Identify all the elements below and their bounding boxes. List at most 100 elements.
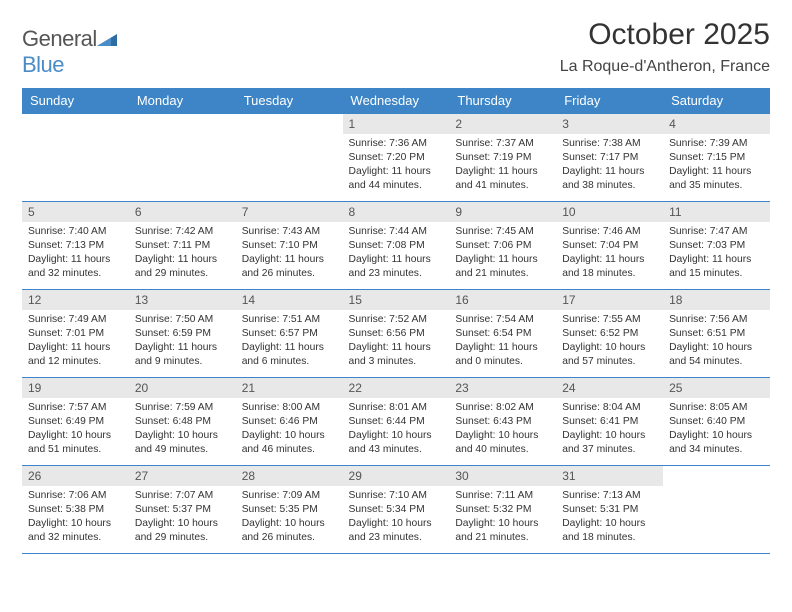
day-details: Sunrise: 7:13 AMSunset: 5:31 PMDaylight:… bbox=[562, 489, 657, 545]
weekday-header: Thursday bbox=[449, 88, 556, 114]
day-details: Sunrise: 7:43 AMSunset: 7:10 PMDaylight:… bbox=[242, 225, 337, 281]
day-number: 31 bbox=[556, 466, 663, 486]
calendar-cell: 30 Sunrise: 7:11 AMSunset: 5:32 PMDayligh… bbox=[449, 466, 556, 554]
day-number: 25 bbox=[663, 378, 770, 398]
calendar-cell: 4 Sunrise: 7:39 AMSunset: 7:15 PMDaylight… bbox=[663, 114, 770, 202]
calendar-cell: 21 Sunrise: 8:00 AMSunset: 6:46 PMDayligh… bbox=[236, 378, 343, 466]
day-details: Sunrise: 7:09 AMSunset: 5:35 PMDaylight:… bbox=[242, 489, 337, 545]
day-number: 10 bbox=[556, 202, 663, 222]
day-number: 9 bbox=[449, 202, 556, 222]
logo-triangle-icon bbox=[97, 26, 117, 52]
calendar-cell bbox=[129, 114, 236, 202]
calendar-cell: 31 Sunrise: 7:13 AMSunset: 5:31 PMDayligh… bbox=[556, 466, 663, 554]
day-details: Sunrise: 7:55 AMSunset: 6:52 PMDaylight:… bbox=[562, 313, 657, 369]
day-details: Sunrise: 7:38 AMSunset: 7:17 PMDaylight:… bbox=[562, 137, 657, 193]
logo-text: General Blue bbox=[22, 26, 117, 78]
day-details: Sunrise: 7:39 AMSunset: 7:15 PMDaylight:… bbox=[669, 137, 764, 193]
day-details: Sunrise: 7:54 AMSunset: 6:54 PMDaylight:… bbox=[455, 313, 550, 369]
day-number: 30 bbox=[449, 466, 556, 486]
calendar-row: 1 Sunrise: 7:36 AMSunset: 7:20 PMDaylight… bbox=[22, 114, 770, 202]
day-details: Sunrise: 7:36 AMSunset: 7:20 PMDaylight:… bbox=[349, 137, 444, 193]
weekday-header: Sunday bbox=[22, 88, 129, 114]
calendar-cell: 11Sunrise: 7:47 AMSunset: 7:03 PMDayligh… bbox=[663, 202, 770, 290]
day-number: 4 bbox=[663, 114, 770, 134]
weekday-header: Monday bbox=[129, 88, 236, 114]
calendar-cell: 2Sunrise: 7:37 AMSunset: 7:19 PMDaylight… bbox=[449, 114, 556, 202]
weekday-header: Friday bbox=[556, 88, 663, 114]
day-details: Sunrise: 7:49 AMSunset: 7:01 PMDaylight:… bbox=[28, 313, 123, 369]
day-number: 16 bbox=[449, 290, 556, 310]
calendar-cell: 12 Sunrise: 7:49 AMSunset: 7:01 PMDayligh… bbox=[22, 290, 129, 378]
day-number: 18 bbox=[663, 290, 770, 310]
day-details: Sunrise: 7:50 AMSunset: 6:59 PMDaylight:… bbox=[135, 313, 230, 369]
logo-word2: Blue bbox=[22, 52, 64, 77]
day-details: Sunrise: 7:46 AMSunset: 7:04 PMDaylight:… bbox=[562, 225, 657, 281]
calendar-row: 12 Sunrise: 7:49 AMSunset: 7:01 PMDayligh… bbox=[22, 290, 770, 378]
title-block: October 2025 La Roque-d'Antheron, France bbox=[560, 18, 770, 76]
calendar-body: 1 Sunrise: 7:36 AMSunset: 7:20 PMDaylight… bbox=[22, 114, 770, 554]
calendar-row: 5 Sunrise: 7:40 AMSunset: 7:13 PMDaylight… bbox=[22, 202, 770, 290]
calendar-cell: 16 Sunrise: 7:54 AMSunset: 6:54 PMDayligh… bbox=[449, 290, 556, 378]
calendar-cell: 13 Sunrise: 7:50 AMSunset: 6:59 PMDayligh… bbox=[129, 290, 236, 378]
day-details: Sunrise: 7:44 AMSunset: 7:08 PMDaylight:… bbox=[349, 225, 444, 281]
day-details: Sunrise: 7:52 AMSunset: 6:56 PMDaylight:… bbox=[349, 313, 444, 369]
day-number: 29 bbox=[343, 466, 450, 486]
day-details: Sunrise: 7:47 AMSunset: 7:03 PMDaylight:… bbox=[669, 225, 764, 281]
day-details: Sunrise: 7:51 AMSunset: 6:57 PMDaylight:… bbox=[242, 313, 337, 369]
header: General Blue October 2025 La Roque-d'Ant… bbox=[22, 18, 770, 78]
calendar-cell: 6Sunrise: 7:42 AMSunset: 7:11 PMDaylight… bbox=[129, 202, 236, 290]
calendar-cell: 14 Sunrise: 7:51 AMSunset: 6:57 PMDayligh… bbox=[236, 290, 343, 378]
day-details: Sunrise: 7:11 AMSunset: 5:32 PMDaylight:… bbox=[455, 489, 550, 545]
calendar-table: SundayMondayTuesdayWednesdayThursdayFrid… bbox=[22, 88, 770, 554]
day-details: Sunrise: 8:05 AMSunset: 6:40 PMDaylight:… bbox=[669, 401, 764, 457]
day-number: 2 bbox=[449, 114, 556, 134]
calendar-cell bbox=[22, 114, 129, 202]
day-details: Sunrise: 7:57 AMSunset: 6:49 PMDaylight:… bbox=[28, 401, 123, 457]
month-title: October 2025 bbox=[560, 18, 770, 52]
calendar-cell bbox=[663, 466, 770, 554]
day-number: 5 bbox=[22, 202, 129, 222]
calendar-cell: 1 Sunrise: 7:36 AMSunset: 7:20 PMDaylight… bbox=[343, 114, 450, 202]
calendar-cell: 22 Sunrise: 8:01 AMSunset: 6:44 PMDayligh… bbox=[343, 378, 450, 466]
weekday-header: Wednesday bbox=[343, 88, 450, 114]
day-number: 1 bbox=[343, 114, 450, 134]
day-number: 3 bbox=[556, 114, 663, 134]
day-details: Sunrise: 7:40 AMSunset: 7:13 PMDaylight:… bbox=[28, 225, 123, 281]
calendar-row: 19Sunrise: 7:57 AMSunset: 6:49 PMDayligh… bbox=[22, 378, 770, 466]
logo: General Blue bbox=[22, 26, 117, 78]
day-details: Sunrise: 7:59 AMSunset: 6:48 PMDaylight:… bbox=[135, 401, 230, 457]
weekday-header: Tuesday bbox=[236, 88, 343, 114]
day-details: Sunrise: 8:01 AMSunset: 6:44 PMDaylight:… bbox=[349, 401, 444, 457]
day-number: 15 bbox=[343, 290, 450, 310]
calendar-head: SundayMondayTuesdayWednesdayThursdayFrid… bbox=[22, 88, 770, 114]
calendar-cell: 20Sunrise: 7:59 AMSunset: 6:48 PMDayligh… bbox=[129, 378, 236, 466]
calendar-cell: 15 Sunrise: 7:52 AMSunset: 6:56 PMDayligh… bbox=[343, 290, 450, 378]
day-number: 12 bbox=[22, 290, 129, 310]
day-number: 22 bbox=[343, 378, 450, 398]
calendar-cell bbox=[236, 114, 343, 202]
calendar-cell: 23Sunrise: 8:02 AMSunset: 6:43 PMDayligh… bbox=[449, 378, 556, 466]
day-number: 26 bbox=[22, 466, 129, 486]
location: La Roque-d'Antheron, France bbox=[560, 58, 770, 76]
day-details: Sunrise: 7:10 AMSunset: 5:34 PMDaylight:… bbox=[349, 489, 444, 545]
calendar-cell: 8 Sunrise: 7:44 AMSunset: 7:08 PMDaylight… bbox=[343, 202, 450, 290]
calendar-cell: 7 Sunrise: 7:43 AMSunset: 7:10 PMDaylight… bbox=[236, 202, 343, 290]
day-details: Sunrise: 8:02 AMSunset: 6:43 PMDaylight:… bbox=[455, 401, 550, 457]
calendar-cell: 19Sunrise: 7:57 AMSunset: 6:49 PMDayligh… bbox=[22, 378, 129, 466]
calendar-row: 26 Sunrise: 7:06 AMSunset: 5:38 PMDayligh… bbox=[22, 466, 770, 554]
logo-word1: General bbox=[22, 26, 97, 51]
day-number: 7 bbox=[236, 202, 343, 222]
day-details: Sunrise: 8:04 AMSunset: 6:41 PMDaylight:… bbox=[562, 401, 657, 457]
day-details: Sunrise: 7:42 AMSunset: 7:11 PMDaylight:… bbox=[135, 225, 230, 281]
day-number: 21 bbox=[236, 378, 343, 398]
day-details: Sunrise: 8:00 AMSunset: 6:46 PMDaylight:… bbox=[242, 401, 337, 457]
day-number: 8 bbox=[343, 202, 450, 222]
day-number: 14 bbox=[236, 290, 343, 310]
day-number: 17 bbox=[556, 290, 663, 310]
day-details: Sunrise: 7:07 AMSunset: 5:37 PMDaylight:… bbox=[135, 489, 230, 545]
day-details: Sunrise: 7:45 AMSunset: 7:06 PMDaylight:… bbox=[455, 225, 550, 281]
day-number: 13 bbox=[129, 290, 236, 310]
calendar-cell: 5 Sunrise: 7:40 AMSunset: 7:13 PMDaylight… bbox=[22, 202, 129, 290]
calendar-cell: 17 Sunrise: 7:55 AMSunset: 6:52 PMDayligh… bbox=[556, 290, 663, 378]
day-details: Sunrise: 7:06 AMSunset: 5:38 PMDaylight:… bbox=[28, 489, 123, 545]
